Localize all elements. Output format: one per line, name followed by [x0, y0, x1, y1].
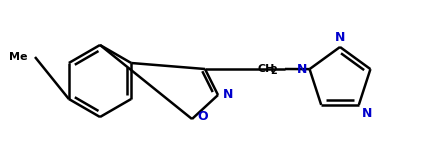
- Text: 2: 2: [270, 66, 277, 76]
- Text: O: O: [197, 111, 208, 124]
- Text: N: N: [362, 107, 372, 120]
- Text: N: N: [297, 63, 308, 76]
- Text: Me: Me: [9, 52, 27, 62]
- Text: N: N: [335, 31, 345, 44]
- Text: N: N: [223, 89, 233, 101]
- Text: CH: CH: [258, 64, 275, 74]
